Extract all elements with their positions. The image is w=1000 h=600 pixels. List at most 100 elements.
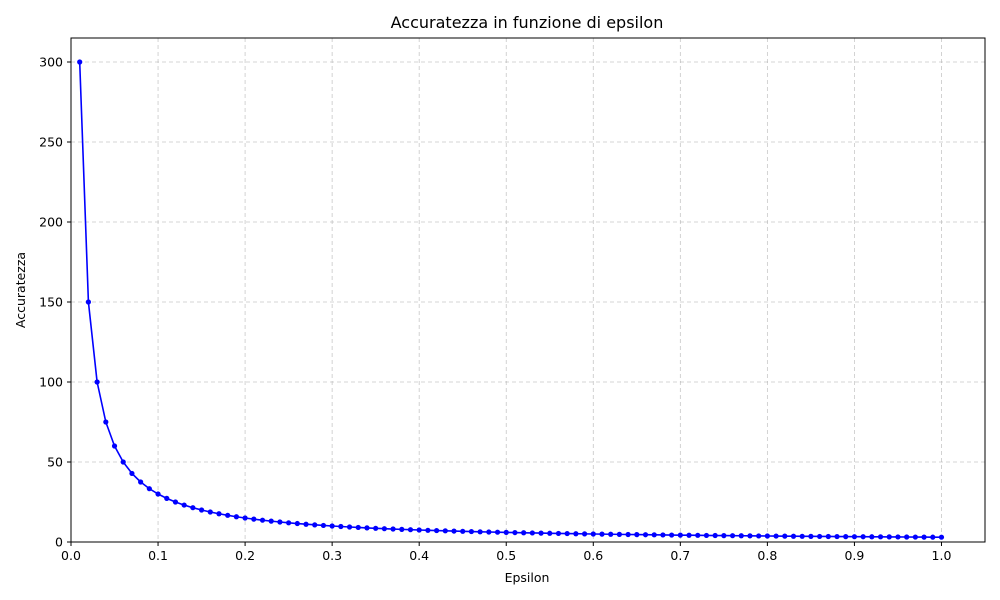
data-point [434, 527, 440, 534]
data-point [286, 520, 292, 526]
x-tick-label: 0.7 [670, 548, 690, 563]
data-point [703, 532, 710, 539]
x-tick-label: 0.2 [235, 548, 255, 563]
data-point [608, 531, 614, 537]
data-point [677, 532, 683, 538]
data-point [155, 491, 161, 497]
data-point [860, 534, 866, 540]
data-point [877, 534, 884, 540]
data-point [886, 534, 892, 540]
data-point [494, 529, 501, 535]
data-point [207, 509, 213, 515]
data-point [599, 531, 605, 537]
data-point [233, 514, 239, 520]
data-point [782, 533, 788, 539]
y-tick-label: 250 [39, 135, 63, 150]
data-point [346, 524, 353, 530]
data-point [895, 534, 901, 540]
data-point [912, 534, 918, 540]
x-tick-label: 0.0 [61, 548, 81, 563]
data-point [312, 522, 318, 528]
data-point [451, 528, 457, 534]
data-point [590, 531, 596, 537]
data-point [721, 533, 727, 539]
series-line [78, 61, 942, 538]
data-point [320, 522, 327, 529]
data-point [85, 299, 92, 305]
data-point [843, 534, 849, 540]
data-point [373, 525, 379, 531]
data-point [869, 534, 875, 540]
x-tick-label: 0.4 [409, 548, 429, 563]
data-point [817, 533, 823, 540]
y-tick-label: 300 [39, 55, 63, 70]
data-point [573, 531, 579, 537]
data-point [477, 529, 483, 535]
data-point [634, 532, 640, 538]
data-point [416, 527, 422, 533]
data-point [251, 516, 257, 522]
grid [70, 38, 985, 543]
data-point [921, 534, 927, 540]
x-tick-label: 0.5 [496, 548, 516, 563]
data-point [834, 533, 840, 540]
data-point [381, 526, 387, 532]
data-point [181, 502, 187, 508]
data-point [686, 532, 692, 538]
data-point [521, 530, 527, 536]
data-point [338, 523, 344, 530]
data-point [625, 531, 631, 538]
data-point [190, 505, 196, 511]
data-point [164, 495, 170, 501]
data-point [111, 443, 118, 449]
data-point [660, 532, 666, 538]
data-point [938, 534, 945, 540]
data-point [120, 459, 126, 465]
data-point [146, 486, 152, 492]
data-point [94, 379, 100, 385]
data-point [651, 532, 657, 538]
data-point [808, 533, 814, 539]
data-point [407, 527, 414, 533]
x-tick-label: 1.0 [932, 548, 952, 563]
data-point [129, 470, 135, 477]
data-point [538, 530, 544, 536]
data-point [216, 511, 222, 517]
data-point [669, 532, 675, 538]
x-tick-label: 0.8 [757, 548, 777, 563]
x-tick-label: 0.6 [583, 548, 603, 563]
data-point [172, 499, 179, 505]
x-axis-label: Epsilon [505, 570, 550, 585]
data-point [329, 523, 335, 529]
data-point [851, 534, 858, 540]
y-tick-label: 200 [39, 215, 63, 230]
data-point [225, 512, 231, 518]
data-point [77, 59, 83, 65]
data-point [442, 528, 448, 534]
data-point [277, 519, 283, 525]
data-point [930, 534, 936, 540]
y-tick-label: 50 [47, 455, 63, 470]
data-point [268, 518, 274, 524]
data-point [799, 533, 805, 539]
data-point [773, 533, 779, 539]
data-point [460, 528, 466, 534]
data-point [738, 533, 744, 539]
data-point [555, 530, 562, 537]
data-point [198, 507, 205, 513]
y-tick-label: 150 [39, 295, 63, 310]
y-tick-label: 100 [39, 375, 63, 390]
x-axis-ticks: 0.0 0.1 0.2 0.3 0.4 0.5 0.6 0.7 0.8 0.9 1.0 [61, 542, 951, 563]
data-point [529, 530, 535, 536]
data-point [468, 528, 475, 535]
data-point [242, 515, 248, 521]
y-axis-label: Accuratezza [13, 252, 28, 328]
chart-title: Accuratezza in funzione di epsilon [391, 13, 664, 32]
data-point [486, 529, 492, 535]
series-layer [77, 59, 945, 540]
data-point [303, 521, 309, 527]
data-point [790, 533, 797, 539]
data-point [712, 532, 718, 539]
y-tick-label: 0 [55, 535, 63, 550]
